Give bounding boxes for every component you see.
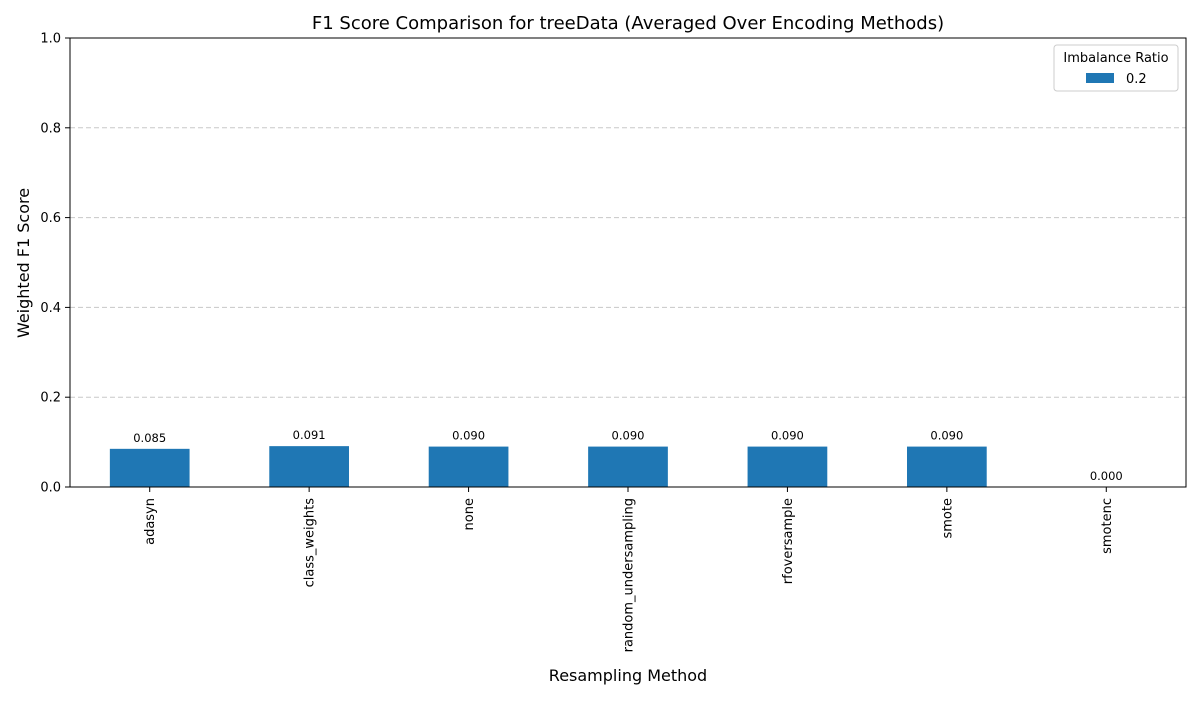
data-label-adasyn: 0.085 [133, 431, 166, 445]
plot-frame [69, 37, 1187, 488]
data-label-smote: 0.090 [930, 429, 963, 443]
legend-frame [1053, 44, 1179, 92]
data-labels: 0.085 0.091 0.090 0.090 0.090 0.090 0.000 [133, 428, 1123, 483]
x-tick-label-smotenc: smotenc [1100, 498, 1115, 554]
y-tick-label: 0.0 [40, 481, 61, 496]
bar-smote [907, 446, 987, 487]
x-tick-label-none: none [462, 498, 477, 530]
bars [109, 446, 987, 487]
gridlines [70, 127, 1186, 398]
x-tick-label-random_undersampling: random_undersampling [622, 498, 637, 652]
bar-random_undersampling [588, 446, 668, 487]
data-label-random_undersampling: 0.090 [612, 429, 645, 443]
y-tick-label: 0.8 [40, 121, 61, 136]
axes: 0.0 0.2 0.4 0.6 0.8 1.0 adasyn class_weights non… [40, 32, 1187, 652]
bar-rfoversample [747, 446, 828, 487]
y-tick-label: 0.4 [40, 301, 61, 316]
y-axis-label: Weighted F1 Score [14, 188, 33, 338]
bar-adasyn [109, 448, 190, 487]
legend: Imbalance Ratio 0.2 [1053, 44, 1179, 92]
y-tick-label: 1.0 [40, 32, 61, 47]
y-tick-label: 0.6 [40, 211, 61, 226]
data-label-smotenc: 0.000 [1090, 469, 1123, 483]
bar-none [428, 446, 509, 487]
legend-swatch [1086, 73, 1114, 83]
data-label-none: 0.090 [452, 429, 485, 443]
y-tick-label: 0.2 [40, 391, 61, 406]
data-label-rfoversample: 0.090 [771, 429, 804, 443]
x-tick-label-rfoversample: rfoversample [781, 498, 796, 584]
legend-entry-label: 0.2 [1126, 72, 1147, 87]
x-tick-label-smote: smote [940, 498, 955, 539]
x-tick-label-adasyn: adasyn [143, 498, 158, 545]
x-tick-label-class_weights: class_weights [303, 498, 318, 588]
bar-class_weights [269, 446, 349, 487]
x-axis-label: Resampling Method [549, 666, 707, 685]
legend-title: Imbalance Ratio [1063, 51, 1168, 66]
data-label-class_weights: 0.091 [293, 428, 326, 442]
chart-title: F1 Score Comparison for treeData (Averag… [312, 13, 944, 34]
